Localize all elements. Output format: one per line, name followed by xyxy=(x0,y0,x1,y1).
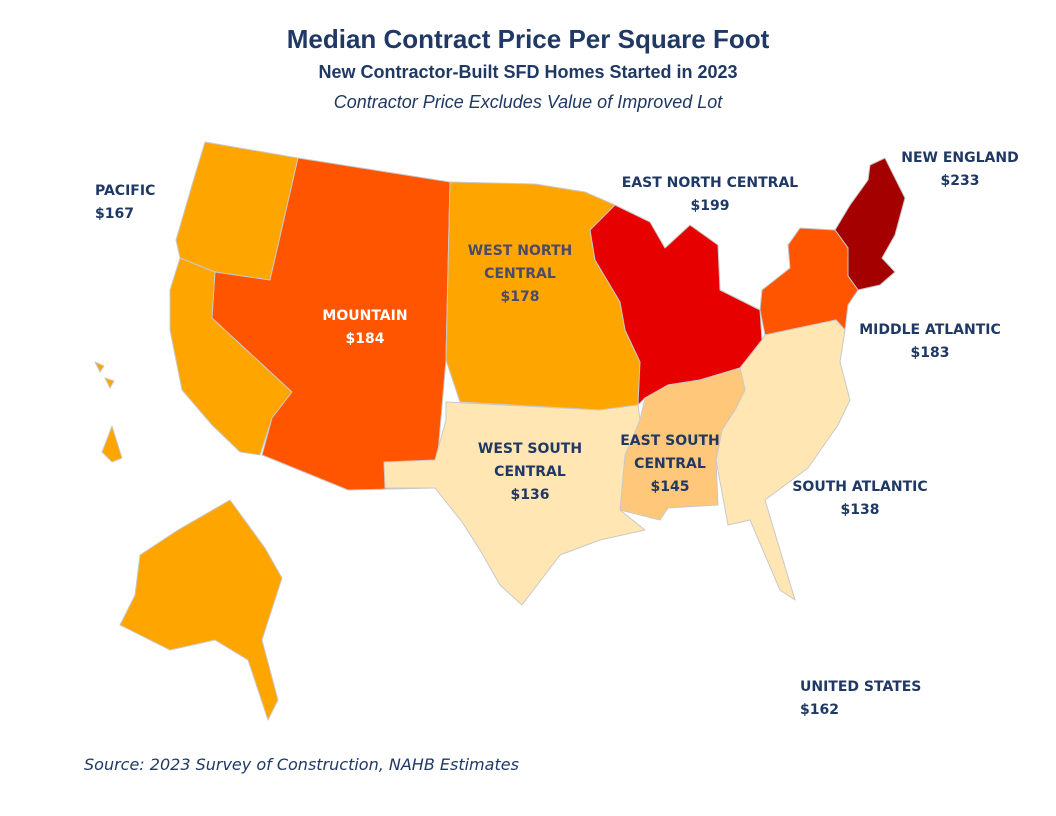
wsc-value: $136 xyxy=(510,487,550,503)
label-east-south-central: EAST SOUTH CENTRAL $145 xyxy=(610,430,730,499)
label-new-england: NEW ENGLAND $233 xyxy=(885,147,1035,193)
new-england-value: $233 xyxy=(940,173,980,189)
mountain-value: $184 xyxy=(345,331,385,347)
middle-atlantic-value: $183 xyxy=(910,345,950,361)
region-west-south-central xyxy=(383,401,646,606)
map-title: Median Contract Price Per Square Foot xyxy=(286,24,770,54)
label-south-atlantic: SOUTH ATLANTIC $138 xyxy=(785,476,935,522)
united-states-value: $162 xyxy=(800,702,839,718)
enc-name: EAST NORTH CENTRAL xyxy=(621,175,799,191)
enc-value: $199 xyxy=(690,198,730,214)
label-mountain: MOUNTAIN $184 xyxy=(315,305,415,351)
region-middle-atlantic xyxy=(759,227,859,336)
south-atlantic-name: SOUTH ATLANTIC xyxy=(792,479,928,495)
middle-atlantic-name: MIDDLE ATLANTIC xyxy=(859,322,1001,338)
region-pacific xyxy=(94,141,299,721)
source-note: Source: 2023 Survey of Construction, NAH… xyxy=(84,755,519,774)
wnc-name-line1: WEST NORTH xyxy=(467,243,573,259)
south-atlantic-value: $138 xyxy=(840,502,880,518)
label-united-states: UNITED STATES $162 xyxy=(800,676,921,722)
region-new-england xyxy=(834,157,906,291)
esc-name-line2: CENTRAL xyxy=(634,456,706,472)
wsc-name-line2: CENTRAL xyxy=(494,464,566,480)
label-pacific: PACIFIC $167 xyxy=(95,180,155,226)
esc-value: $145 xyxy=(650,479,690,495)
wnc-name-line2: CENTRAL xyxy=(484,266,556,282)
esc-name-line1: EAST SOUTH xyxy=(620,433,720,449)
wsc-name-line1: WEST SOUTH xyxy=(477,441,583,457)
united-states-name: UNITED STATES xyxy=(800,679,922,695)
label-middle-atlantic: MIDDLE ATLANTIC $183 xyxy=(855,319,1005,365)
wnc-value: $178 xyxy=(500,289,540,305)
mountain-name: MOUNTAIN xyxy=(322,308,408,324)
pacific-value: $167 xyxy=(95,206,134,222)
pacific-name: PACIFIC xyxy=(95,183,156,199)
map-note: Contractor Price Excludes Value of Impro… xyxy=(333,92,723,112)
map-subtitle: New Contractor-Built SFD Homes Started i… xyxy=(318,62,738,82)
label-west-north-central: WEST NORTH CENTRAL $178 xyxy=(460,240,580,309)
label-east-north-central: EAST NORTH CENTRAL $199 xyxy=(610,172,810,218)
label-west-south-central: WEST SOUTH CENTRAL $136 xyxy=(470,438,590,507)
new-england-name: NEW ENGLAND xyxy=(901,150,1019,166)
